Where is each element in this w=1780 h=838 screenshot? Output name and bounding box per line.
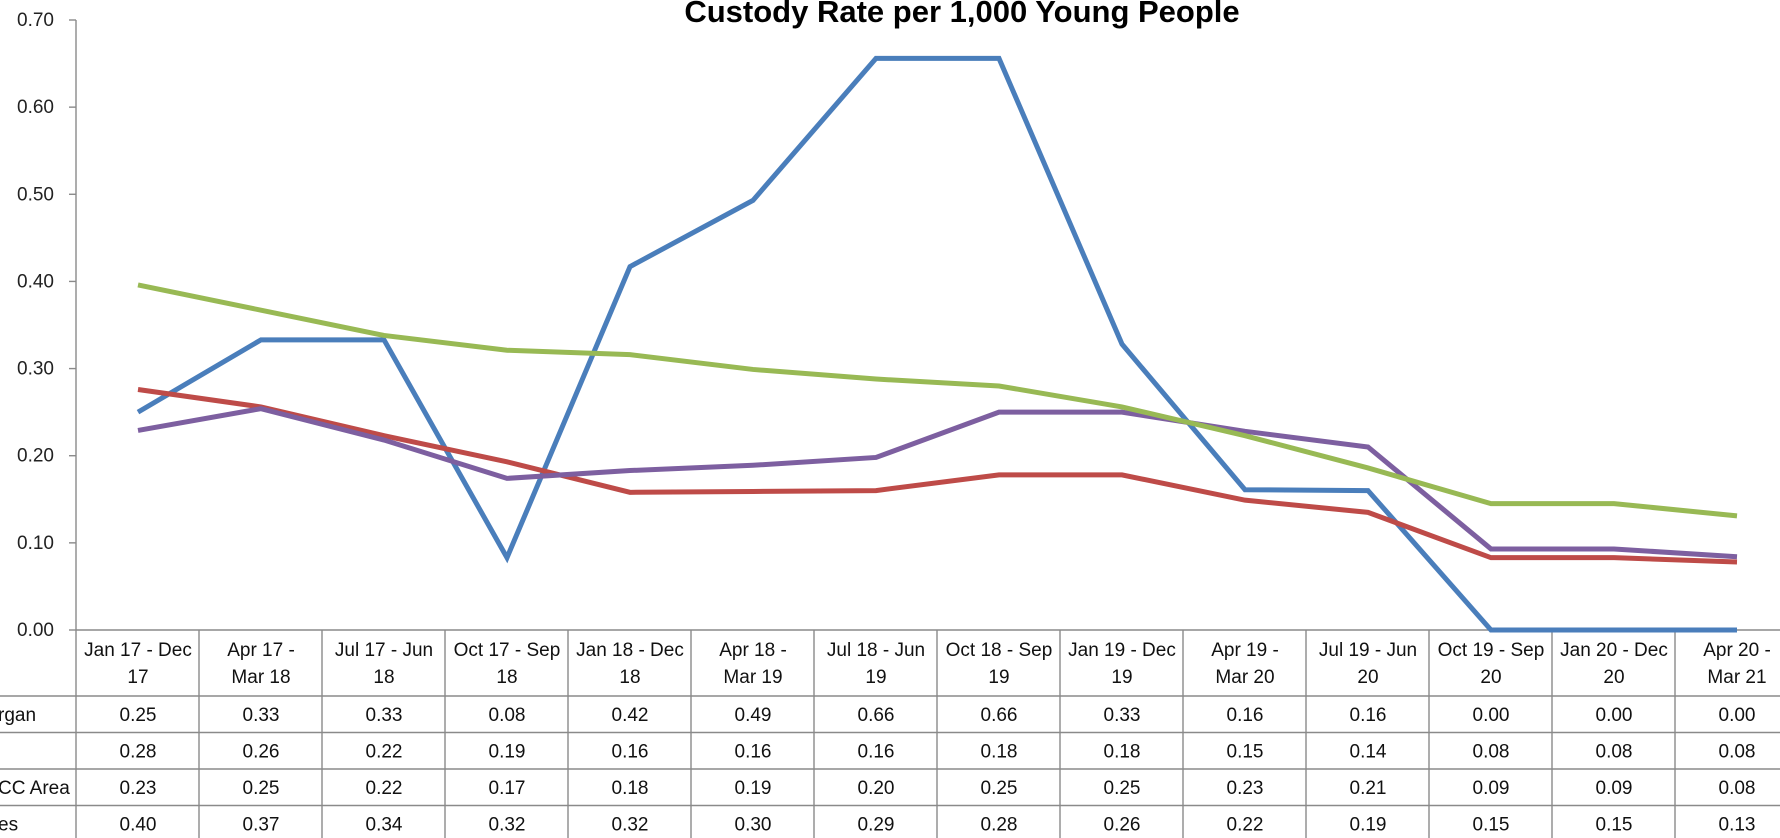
table-row-label: es <box>0 815 18 836</box>
table-cell: 0.08 <box>1596 742 1633 763</box>
series-line-1 <box>137 387 1738 565</box>
table-cell: 0.19 <box>489 742 526 763</box>
y-tick-label: 0.40 <box>17 271 54 292</box>
table-cell: 0.08 <box>1473 742 1510 763</box>
table-cell: 0.09 <box>1596 778 1633 799</box>
y-tick-label: 0.10 <box>17 533 54 554</box>
table-cell: 0.32 <box>612 815 649 836</box>
data-table: rgan 0.25 0.33 0.33 0.08 0.42 0.49 0.66 0.66 0.33… <box>0 705 1755 836</box>
table-cell: 0.42 <box>612 705 649 726</box>
table-row-label: CC Area <box>0 778 70 799</box>
category-label: Oct 18 - Sep 19 <box>946 640 1053 688</box>
table-cell: 0.49 <box>735 705 772 726</box>
table-cell: 0.17 <box>489 778 526 799</box>
table-cell: 0.22 <box>366 778 403 799</box>
table-cell: 0.14 <box>1350 742 1387 763</box>
category-label: Jul 19 - Jun 20 <box>1319 640 1417 688</box>
category-label: Oct 17 - Sep 18 <box>454 640 561 688</box>
category-labels: Jan 17 - Dec 17 Apr 17 -Mar 18 Jul 17 - Jun… <box>84 640 1771 688</box>
table-cell: 0.22 <box>1227 815 1264 836</box>
category-label: Jul 18 - Jun 19 <box>827 640 925 688</box>
table-cell: 0.34 <box>366 815 403 836</box>
series-lines <box>136 55 1738 633</box>
table-cell: 0.30 <box>735 815 772 836</box>
table-cell: 0.19 <box>1350 815 1387 836</box>
table-cell: 0.66 <box>858 705 895 726</box>
table-cell: 0.00 <box>1473 705 1510 726</box>
category-label: Jan 20 - Dec 20 <box>1560 640 1668 688</box>
table-cell: 0.33 <box>243 705 280 726</box>
y-tick-label: 0.70 <box>17 10 54 31</box>
table-cell: 0.28 <box>120 742 157 763</box>
table-cell: 0.25 <box>243 778 280 799</box>
category-label: Jan 19 - Dec 19 <box>1068 640 1176 688</box>
table-cell: 0.16 <box>1350 705 1387 726</box>
table-cell: 0.16 <box>1227 705 1264 726</box>
y-tick-label: 0.60 <box>17 97 54 118</box>
table-cell: 0.37 <box>243 815 280 836</box>
series-line-3 <box>137 282 1738 519</box>
table-cell: 0.18 <box>1104 742 1141 763</box>
table-cell: 0.23 <box>120 778 157 799</box>
table-cell: 0.28 <box>981 815 1018 836</box>
table-cell: 0.32 <box>489 815 526 836</box>
table-row-label: rgan <box>0 705 36 726</box>
table-cell: 0.19 <box>735 778 772 799</box>
table-cell: 0.15 <box>1473 815 1510 836</box>
table-cell: 0.26 <box>243 742 280 763</box>
table-cell: 0.08 <box>1719 778 1756 799</box>
category-label: Oct 19 - Sep 20 <box>1438 640 1545 688</box>
table-cell: 0.33 <box>1104 705 1141 726</box>
y-tick-label: 0.30 <box>17 359 54 380</box>
category-label: Jul 17 - Jun 18 <box>335 640 433 688</box>
table-cell: 0.09 <box>1473 778 1510 799</box>
table-cell: 0.21 <box>1350 778 1387 799</box>
series-line-2 <box>137 406 1738 560</box>
category-label: Jan 17 - Dec 17 <box>84 640 192 688</box>
table-cell: 0.25 <box>120 705 157 726</box>
table-cell: 0.25 <box>981 778 1018 799</box>
table-cell: 0.15 <box>1596 815 1633 836</box>
table-cell: 0.20 <box>858 778 895 799</box>
y-tick-label: 0.00 <box>17 620 54 641</box>
table-cell: 0.26 <box>1104 815 1141 836</box>
data-table-grid <box>0 629 1780 838</box>
table-cell: 0.22 <box>366 742 403 763</box>
table-cell: 0.00 <box>1596 705 1633 726</box>
series-line-0 <box>136 55 1737 633</box>
table-cell: 0.40 <box>120 815 157 836</box>
table-cell: 0.16 <box>612 742 649 763</box>
table-cell: 0.66 <box>981 705 1018 726</box>
table-cell: 0.16 <box>858 742 895 763</box>
category-label: Apr 20 -Mar 21 <box>1703 640 1771 688</box>
table-cell: 0.18 <box>612 778 649 799</box>
category-label: Apr 18 -Mar 19 <box>719 640 787 688</box>
table-cell: 0.08 <box>1719 742 1756 763</box>
table-cell: 0.33 <box>366 705 403 726</box>
table-cell: 0.25 <box>1104 778 1141 799</box>
category-label: Apr 17 -Mar 18 <box>227 640 295 688</box>
category-label: Jan 18 - Dec 18 <box>576 640 684 688</box>
table-cell: 0.23 <box>1227 778 1264 799</box>
table-cell: 0.16 <box>735 742 772 763</box>
table-cell: 0.18 <box>981 742 1018 763</box>
table-cell: 0.08 <box>489 705 526 726</box>
y-tick-label: 0.20 <box>17 446 54 467</box>
table-cell: 0.00 <box>1719 705 1756 726</box>
category-label: Apr 19 -Mar 20 <box>1211 640 1279 688</box>
table-cell: 0.15 <box>1227 742 1264 763</box>
chart-title: Custody Rate per 1,000 Young People <box>684 0 1239 29</box>
y-tick-label: 0.50 <box>17 184 54 205</box>
table-cell: 0.29 <box>858 815 895 836</box>
y-axis: 0.00 0.10 0.20 0.30 0.40 0.50 0.60 0.70 <box>17 10 77 641</box>
table-cell: 0.13 <box>1719 815 1756 836</box>
